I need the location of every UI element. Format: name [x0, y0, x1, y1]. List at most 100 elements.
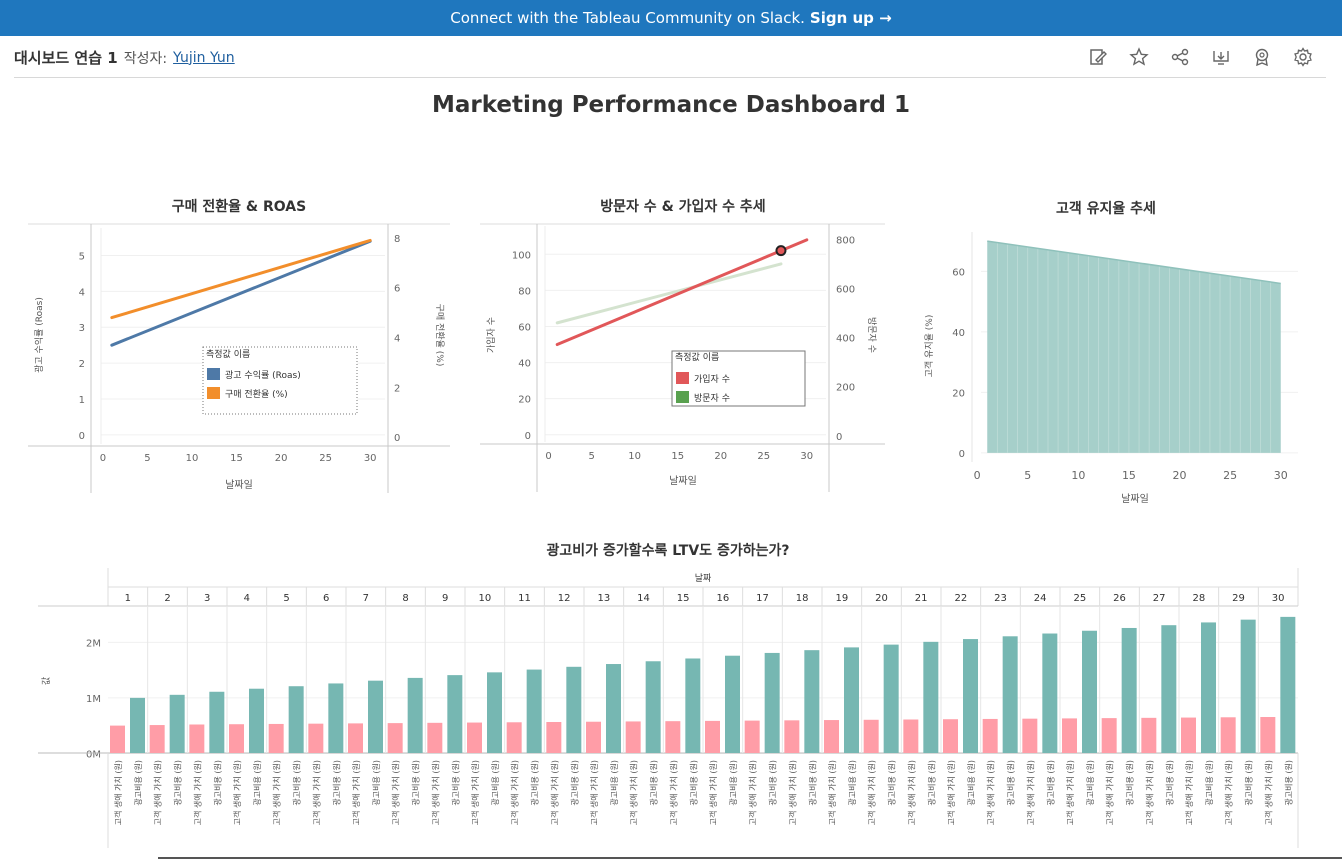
chart4-y-label: 값: [40, 677, 52, 685]
chart4-category-label: 21: [915, 593, 928, 604]
chart4-bar-label: 고객 생애 가치 (원): [1184, 760, 1194, 825]
chart4-bar-label: 고객 생애 가치 (원): [391, 760, 401, 825]
chart4-bar-label: 광고비용 (원): [847, 760, 857, 806]
chart4-bar: [1022, 718, 1038, 753]
chart4-bar: [447, 675, 463, 753]
signup-link[interactable]: Sign up →: [809, 9, 892, 27]
chart4-bar-label: 고객 생애 가치 (원): [1065, 760, 1075, 825]
chart4-bar: [268, 723, 284, 753]
chart4-bar-label: 광고비용 (원): [807, 760, 817, 806]
chart4-category-label: 26: [1113, 593, 1126, 604]
chart2-x-label: 날짜일: [669, 475, 697, 487]
banner-text: Connect with the Tableau Community on Sl…: [450, 9, 805, 27]
chart1-y-left-label: 광고 수익률 (Roas): [33, 297, 45, 373]
chart4-bar-label: 고객 생애 가치 (원): [946, 760, 956, 825]
by-label: 작성자:: [123, 50, 168, 67]
chart4-bar-label: 고객 생애 가치 (원): [1144, 760, 1154, 825]
chart4-bar: [1042, 633, 1058, 753]
chart1-legend-box: [202, 346, 358, 415]
chart4-bar: [110, 725, 125, 753]
chart2-title: 방문자 수 & 가입자 수 추세: [600, 198, 765, 215]
badge-icon[interactable]: [1249, 44, 1275, 70]
chart2-highlight-point: [775, 245, 787, 257]
chart4-bar: [348, 723, 363, 753]
chart4-bar-label: 고객 생애 가치 (원): [1025, 760, 1035, 825]
chart1-x-tick: 10: [186, 453, 199, 464]
chart4-bar: [1141, 717, 1157, 753]
chart2-x-tick: 5: [588, 451, 594, 462]
chart4-bar-label: 광고비용 (원): [1244, 760, 1254, 806]
chart4-bar: [1240, 619, 1256, 753]
chart4-bar-label: 고객 생애 가치 (원): [867, 760, 877, 825]
chart4-bar: [169, 694, 185, 753]
chart4-bar-label: 고객 생애 가치 (원): [153, 760, 163, 825]
chart4-category-label: 9: [442, 593, 448, 604]
chart4-bar-label: 광고비용 (원): [173, 760, 183, 806]
chart4-category-label: 13: [597, 593, 610, 604]
chart4-category-label: 4: [244, 593, 250, 604]
share-icon[interactable]: [1167, 44, 1193, 70]
chart4-y-tick: 0M: [86, 749, 101, 760]
chart1-y-right-tick: 2: [394, 383, 400, 394]
chart3-y-tick: 20: [952, 388, 965, 399]
scroll-indicator: [158, 857, 1342, 859]
chart4-bar: [229, 724, 244, 753]
chart1-y-right-label: 구매 전환율 (%): [434, 304, 446, 367]
chart4-bar: [487, 672, 502, 753]
chart4-category-label: 1: [125, 593, 131, 604]
chart2-x-tick: 0: [545, 451, 551, 462]
chart2-legend-swatch: [676, 372, 689, 384]
chart4-bar: [804, 650, 820, 753]
edit-icon[interactable]: [1085, 44, 1111, 70]
chart4-bar-label: 광고비용 (원): [926, 760, 936, 806]
chart4-bar-label: 광고비용 (원): [1006, 760, 1016, 806]
chart4-category-label: 14: [637, 593, 650, 604]
chart4-bar: [1260, 717, 1276, 753]
chart4-category-label: 27: [1153, 593, 1166, 604]
download-icon[interactable]: [1208, 44, 1234, 70]
chart4-bar-label: 광고비용 (원): [371, 760, 381, 806]
chart4-bar: [130, 697, 145, 753]
chart4-category-label: 24: [1034, 593, 1047, 604]
chart1-x-tick: 30: [364, 453, 377, 464]
chart3-x-tick: 15: [1122, 469, 1136, 482]
chart3-y-tick: 40: [952, 328, 965, 339]
chart4-bar: [903, 719, 919, 753]
chart4-bar: [844, 647, 859, 753]
chart4-category-label: 7: [363, 593, 369, 604]
chart3-y-label: 고객 유지율 (%): [924, 315, 935, 378]
chart1-x-tick: 25: [319, 453, 332, 464]
author-link[interactable]: Yujin Yun: [173, 49, 235, 66]
chart4-bar: [883, 644, 899, 753]
chart2-y-right-tick: 400: [836, 334, 855, 345]
chart4-bar: [963, 639, 978, 753]
chart4-category-label: 6: [323, 593, 329, 604]
chart4-bar-label: 광고비용 (원): [1085, 760, 1095, 806]
chart4-title: 광고비가 증가할수록 LTV도 증가하는가?: [547, 542, 790, 559]
chart4-category-label: 2: [164, 593, 170, 604]
chart4-bar: [1062, 718, 1077, 753]
chart4-bar: [943, 719, 958, 753]
chart4-bar-label: 고객 생애 가치 (원): [629, 760, 639, 825]
chart4-bar-label: 고객 생애 가치 (원): [1263, 760, 1273, 825]
chart2-legend-title: 측정값 이름: [675, 351, 719, 363]
chart4-bar-label: 고객 생애 가치 (원): [986, 760, 996, 825]
chart4-bar: [1082, 630, 1097, 753]
chart2-legend-label: 가입자 수: [694, 373, 730, 385]
chart4-bar-label: 광고비용 (원): [728, 760, 738, 806]
star-icon[interactable]: [1126, 44, 1152, 70]
chart4-bar: [744, 720, 760, 753]
chart1-y-left-tick: 4: [79, 287, 85, 298]
chart4-bar: [149, 725, 165, 753]
chart4-bar-label: 광고비용 (원): [1283, 760, 1293, 806]
chart4-bar: [586, 721, 601, 753]
chart4-category-label: 15: [677, 593, 690, 604]
gear-icon[interactable]: [1290, 44, 1316, 70]
chart4-bar-label: 고객 생애 가치 (원): [232, 760, 242, 825]
chart2-y-left-tick: 60: [518, 322, 531, 333]
chart4-bar: [427, 722, 443, 753]
chart4-category-label: 16: [716, 593, 729, 604]
chart4-bar-label: 광고비용 (원): [331, 760, 341, 806]
chart4-category-label: 11: [518, 593, 531, 604]
chart3-x-tick: 10: [1071, 469, 1085, 482]
